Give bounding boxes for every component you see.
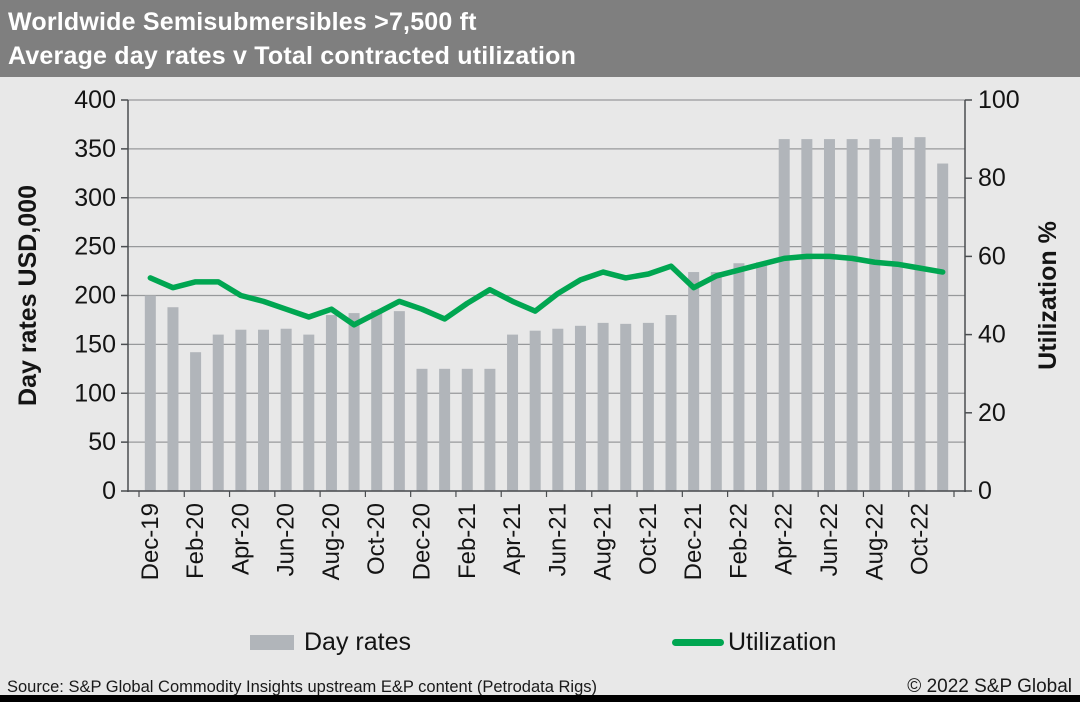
title-bar: Worldwide Semisubmersibles >7,500 ft Ave… — [0, 0, 1080, 77]
chart-legend: Day rates Utilization — [0, 628, 1080, 662]
day-rate-bar — [212, 334, 224, 491]
utilization-swatch-icon — [672, 639, 724, 646]
chart-footer: Source: S&P Global Commodity Insights up… — [0, 674, 1080, 697]
day-rates-swatch-icon — [250, 635, 294, 650]
day-rate-bar — [846, 139, 858, 491]
chart-title-line2: Average day rates v Total contracted uti… — [8, 42, 577, 70]
source-attribution: Source: S&P Global Commodity Insights up… — [7, 678, 598, 696]
day-rate-bar — [439, 368, 451, 491]
x-axis-tick-label: Jun-20 — [273, 503, 300, 576]
left-axis-tick-label: 400 — [74, 86, 116, 114]
day-rate-bar — [642, 322, 654, 491]
left-axis-tick-label: 250 — [74, 233, 116, 261]
left-axis-tick-label: 100 — [74, 379, 116, 407]
x-axis-tick-label: Dec-19 — [137, 503, 164, 580]
axes — [121, 99, 972, 497]
left-axis-tick-label: 200 — [74, 282, 116, 310]
day-rate-bar — [620, 323, 632, 491]
day-rate-bar — [190, 352, 202, 491]
x-axis-tick-label: Oct-22 — [907, 503, 934, 575]
right-axis-tick-label: 60 — [978, 242, 1006, 270]
left-axis-tick-label: 0 — [102, 477, 116, 505]
combo-chart: 0 50 100 150 200 250 300 350 400 0 20 40 60 80 100 Dec-… — [14, 86, 1062, 580]
day-rate-bar — [325, 315, 337, 491]
day-rate-bar — [144, 295, 156, 491]
x-axis-tick-label: Oct-21 — [635, 503, 662, 575]
day-rates-bars — [144, 137, 949, 491]
gridlines — [128, 99, 965, 492]
utilization-legend-label: Utilization — [728, 628, 837, 656]
x-axis-tick-label: Oct-20 — [363, 503, 390, 575]
day-rate-bar — [167, 307, 179, 491]
day-rate-bar — [688, 272, 700, 491]
bottom-border-bar — [0, 695, 1080, 702]
day-rate-bar — [869, 139, 881, 491]
right-axis-tick-label: 100 — [978, 86, 1020, 114]
day-rate-bar — [665, 315, 677, 491]
right-axis-title: Utilization % — [1034, 221, 1062, 370]
x-axis-tick-label: Apr-20 — [227, 503, 254, 575]
right-axis-tick-label: 80 — [978, 164, 1006, 192]
day-rate-bar — [371, 310, 383, 491]
day-rate-bar — [891, 137, 903, 491]
legend-item-utilization: Utilization — [672, 628, 836, 657]
day-rates-legend-label: Day rates — [304, 628, 411, 656]
x-axis-tick-label: Feb-22 — [725, 503, 752, 579]
day-rate-bar — [348, 313, 360, 491]
day-rate-bar — [507, 334, 519, 491]
day-rate-bar — [416, 368, 428, 491]
left-axis-tick-label: 350 — [74, 135, 116, 163]
x-axis-tick-label: Apr-22 — [771, 503, 798, 575]
left-axis-tick-label: 50 — [88, 428, 116, 456]
x-axis-tick-label: Aug-21 — [590, 503, 617, 580]
x-axis-tick-label: Apr-21 — [499, 503, 526, 575]
day-rate-bar — [733, 263, 745, 491]
utilization-line — [147, 253, 946, 328]
left-axis-tick-label: 150 — [74, 330, 116, 358]
day-rate-bar — [235, 329, 247, 491]
right-axis-tick-label: 0 — [978, 477, 992, 505]
chart-title-line1: Worldwide Semisubmersibles >7,500 ft — [8, 8, 477, 36]
day-rate-bar — [303, 334, 315, 491]
right-axis-tick-label: 40 — [978, 321, 1006, 349]
legend-item-day-rates: Day rates — [250, 628, 411, 657]
day-rate-bar — [280, 328, 292, 491]
day-rate-bar — [258, 329, 270, 491]
day-rate-bar — [393, 311, 405, 491]
day-rate-bar — [756, 262, 768, 491]
axis-tick-labels: 0 50 100 150 200 250 300 350 400 0 20 40 60 80 100 Dec-… — [74, 86, 1019, 580]
day-rate-bar — [710, 272, 722, 491]
x-axis-tick-label: Dec-21 — [680, 503, 707, 580]
day-rate-bar — [461, 368, 473, 491]
day-rate-bar — [914, 137, 926, 491]
left-axis-tick-label: 300 — [74, 184, 116, 212]
x-axis-tick-label: Feb-21 — [454, 503, 481, 579]
day-rate-bar — [529, 330, 541, 491]
day-rate-bar — [801, 139, 813, 491]
day-rate-bar — [597, 322, 609, 491]
x-axis-tick-label: Aug-22 — [861, 503, 888, 580]
x-axis-tick-label: Jun-22 — [816, 503, 843, 576]
x-axis-tick-label: Jun-21 — [544, 503, 571, 576]
day-rate-bar — [823, 139, 835, 491]
right-axis-tick-label: 20 — [978, 399, 1006, 427]
day-rate-bar — [574, 325, 586, 491]
day-rate-bar — [484, 368, 496, 491]
day-rate-bar — [778, 139, 790, 491]
x-axis-tick-label: Dec-20 — [408, 503, 435, 580]
day-rate-bar — [552, 328, 564, 491]
x-axis-tick-label: Feb-20 — [182, 503, 209, 579]
left-axis-title: Day rates USD,000 — [14, 185, 42, 406]
copyright-notice: © 2022 S&P Global — [907, 676, 1072, 697]
day-rate-bar — [937, 163, 949, 491]
x-axis-tick-label: Aug-20 — [318, 503, 345, 580]
